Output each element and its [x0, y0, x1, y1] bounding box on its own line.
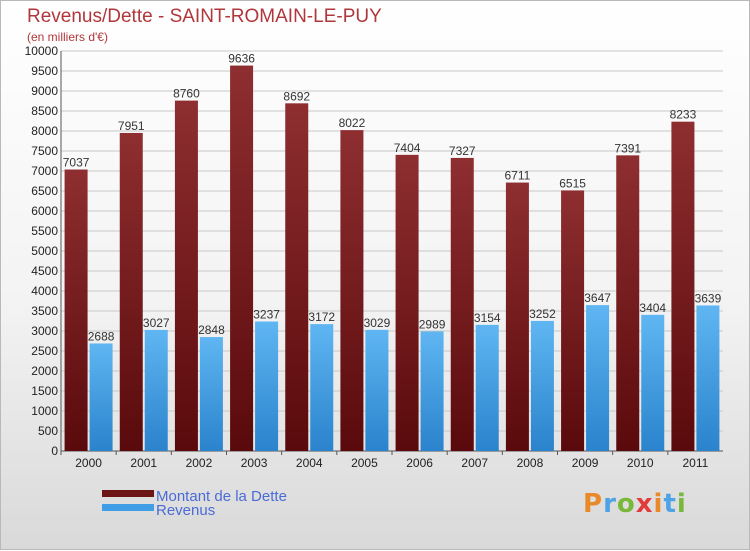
x-tick-label: 2007	[461, 456, 488, 470]
bar-revenus-value-label: 3027	[143, 316, 170, 330]
bar-dette	[616, 155, 640, 452]
bar-dette	[395, 154, 419, 451]
bar-revenus-value-label: 3029	[364, 316, 391, 330]
y-tick-label: 4500	[31, 264, 58, 278]
x-tick-label: 2011	[683, 456, 709, 470]
y-tick-label: 8000	[31, 124, 58, 138]
bar-revenus	[420, 331, 444, 451]
data-labels: 7037 2688 7951 3027 8760 2848 9636 3237 8692 3172…	[63, 52, 722, 344]
x-tick-label: 2001	[130, 456, 157, 470]
x-tick-label: 2010	[627, 456, 654, 470]
bar-revenus	[310, 324, 334, 451]
y-tick-label: 5000	[31, 244, 58, 258]
y-tick-label: 6500	[31, 184, 58, 198]
bar-revenus	[586, 305, 610, 451]
bar-revenus	[144, 329, 168, 451]
gridlines	[61, 50, 723, 452]
bar-revenus-value-label: 3647	[584, 291, 611, 305]
bar-dette	[561, 190, 585, 451]
bar-dette-value-label: 8760	[173, 87, 200, 101]
bar-dette	[505, 182, 529, 451]
bar-dette	[671, 121, 695, 452]
x-tick-label: 2006	[406, 456, 433, 470]
y-tick-label: 4000	[31, 284, 58, 298]
x-tick-label: 2000	[75, 456, 102, 470]
bar-dette	[450, 157, 474, 452]
bar-dette-value-label: 8233	[670, 108, 697, 122]
bar-dette	[64, 169, 88, 451]
bar-revenus	[475, 324, 499, 451]
bar-dette	[340, 130, 364, 451]
bar-revenus	[365, 329, 389, 451]
bar-revenus-value-label: 2848	[198, 323, 225, 337]
x-tick-label: 2008	[517, 456, 544, 470]
x-tick-label: 2005	[351, 456, 378, 470]
y-tick-label: 500	[38, 424, 58, 438]
bar-dette-value-label: 8022	[339, 116, 366, 130]
bar-dette-value-label: 7037	[63, 156, 90, 170]
bar-dette-value-label: 7327	[449, 144, 476, 158]
legend: Montant de la Dette Revenus	[102, 488, 287, 519]
bar-dette	[174, 100, 198, 451]
bar-dette-value-label: 6711	[505, 169, 531, 183]
chart-subtitle: (en milliers d'€)	[27, 30, 108, 44]
y-tick-label: 7000	[31, 164, 58, 178]
x-tick-label: 2003	[241, 456, 268, 470]
bar-dette-value-label: 8692	[283, 89, 310, 103]
bar-revenus-value-label: 3237	[253, 308, 280, 322]
bar-revenus	[199, 337, 223, 451]
bar-revenus-value-label: 3404	[639, 301, 666, 315]
legend-label-revenus: Revenus	[156, 502, 215, 519]
proxiti-logo: Proxiti	[583, 489, 687, 519]
bar-revenus-value-label: 3172	[308, 310, 335, 324]
y-tick-label: 9000	[31, 84, 58, 98]
x-tick-label: 2002	[186, 456, 213, 470]
y-tick-label: 2500	[31, 344, 58, 358]
bar-revenus-value-label: 2989	[419, 317, 446, 331]
y-tick-label: 0	[51, 444, 58, 458]
bar-dette	[119, 132, 143, 451]
y-tick-label: 8500	[31, 104, 58, 118]
bar-dette	[285, 103, 309, 451]
y-tick-label: 1000	[31, 404, 58, 418]
bar-revenus-value-label: 2688	[88, 329, 115, 343]
y-tick-label: 3500	[31, 304, 58, 318]
chart-title: Revenus/Dette - SAINT-ROMAIN-LE-PUY	[27, 6, 382, 27]
bar-dette-value-label: 7404	[394, 141, 421, 155]
x-tick-label: 2004	[296, 456, 323, 470]
bar-revenus-value-label: 3639	[695, 291, 722, 305]
bar-revenus	[696, 305, 720, 451]
y-tick-label: 10000	[25, 44, 59, 58]
y-tick-label: 9500	[31, 64, 58, 78]
bar-revenus-value-label: 3154	[474, 311, 501, 325]
bar-dette-value-label: 6515	[559, 176, 586, 190]
bar-revenus	[89, 343, 113, 451]
bar-revenus	[530, 320, 554, 451]
bar-dette-value-label: 7391	[614, 141, 641, 155]
bar-revenus	[255, 321, 279, 451]
bar-revenus	[641, 314, 665, 451]
y-tick-label: 6000	[31, 204, 58, 218]
bar-dette-value-label: 7951	[118, 119, 145, 133]
legend-label-dette: Montant de la Dette	[156, 488, 287, 505]
y-tick-label: 2000	[31, 364, 58, 378]
y-tick-label: 5500	[31, 224, 58, 238]
x-tick-label: 2009	[572, 456, 599, 470]
bars	[64, 65, 720, 452]
y-tick-label: 7500	[31, 144, 58, 158]
bar-dette-value-label: 9636	[228, 52, 255, 66]
bar-dette	[230, 65, 254, 451]
y-tick-label: 1500	[31, 384, 58, 398]
bar-revenus-value-label: 3252	[529, 307, 556, 321]
legend-swatch-dette	[102, 490, 154, 497]
legend-swatch-revenus	[102, 504, 154, 511]
axes: 0 500 1000 1500 2000 2500 3000 3500 4000 4500 5000…	[25, 44, 723, 470]
y-tick-label: 3000	[31, 324, 58, 338]
